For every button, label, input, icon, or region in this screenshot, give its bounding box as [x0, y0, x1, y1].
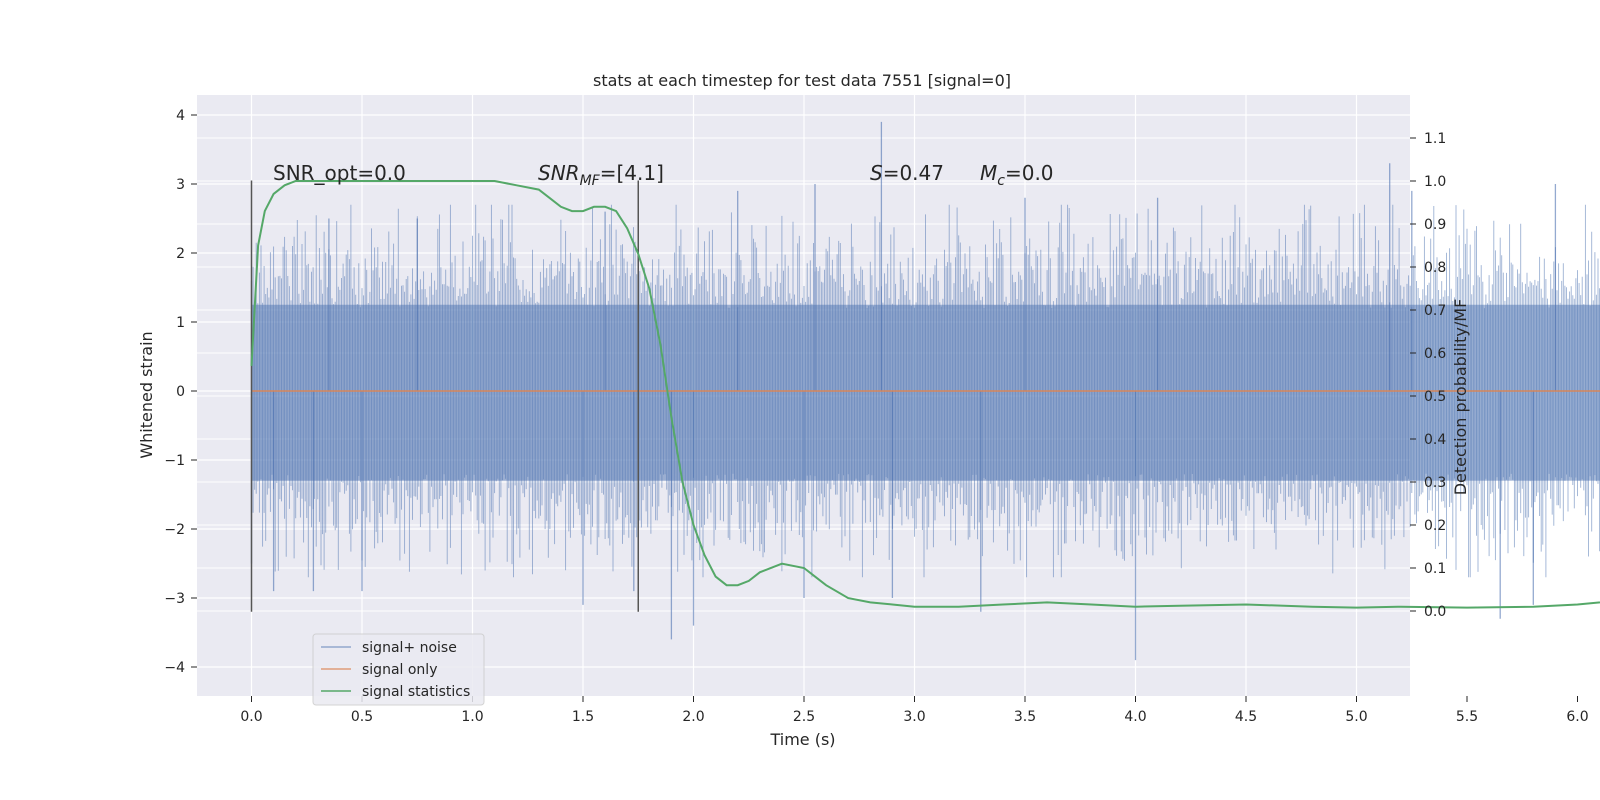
legend-box [312, 633, 485, 706]
series-signal-noise [250, 121, 1600, 661]
x-tick-label: 0.5 [351, 709, 373, 725]
y-tick-label: 4 [176, 108, 185, 124]
y-right-tick-label: 1.0 [1424, 174, 1446, 190]
annotation-snr-opt: SNR_opt=0.0 [273, 161, 406, 185]
y-tick-label: −4 [164, 660, 185, 676]
y-right-tick-label: 0.6 [1424, 346, 1446, 362]
y-tick-label: 2 [176, 246, 185, 262]
y-right-tick-label: 0.9 [1424, 217, 1446, 233]
x-tick-label: 2.5 [793, 709, 815, 725]
y-tick-label: −3 [164, 591, 185, 607]
y-right-tick-label: 0.0 [1424, 604, 1446, 620]
y-tick-label: −1 [164, 453, 185, 469]
annotation-mc: Mc=0.0 [980, 161, 1054, 189]
x-tick-label: 4.0 [1124, 709, 1146, 725]
annotation-s: S=0.47 [870, 161, 944, 185]
x-tick-label: 4.5 [1235, 709, 1257, 725]
x-tick-label: 5.0 [1345, 709, 1367, 725]
y-right-tick-label: 0.7 [1424, 303, 1446, 319]
x-axis-label: Time (s) [769, 730, 835, 749]
x-axis-ticks: 0.00.51.01.52.02.53.03.54.04.55.05.56.06… [240, 696, 1589, 725]
y-right-tick-label: 0.5 [1424, 389, 1446, 405]
y-tick-label: 0 [176, 384, 185, 400]
legend-label-statistics: signal statistics [362, 684, 470, 700]
x-tick-label: 3.5 [1014, 709, 1036, 725]
y-right-axis-ticks: 1.1 1.0 0.9 0.8 0.7 0.6 0.5 0.4 0.3 0.2 0.1 0.0 [1410, 131, 1446, 620]
legend: signal+ noise signal only signal statist… [312, 633, 485, 706]
y-right-tick-label: 0.3 [1424, 475, 1446, 491]
statistics-line [250, 180, 1600, 609]
y-right-tick-label: 0.2 [1424, 518, 1446, 534]
y-right-tick-label: 0.4 [1424, 432, 1446, 448]
y-axis-label: Whitened strain [137, 331, 156, 458]
y-tick-label: −2 [164, 522, 185, 538]
x-tick-label: 1.0 [461, 709, 483, 725]
y-right-tick-label: 0.1 [1424, 561, 1446, 577]
y-tick-label: 1 [176, 315, 185, 331]
chart-title: stats at each timestep for test data 755… [593, 71, 1011, 90]
legend-label-signal: signal only [362, 662, 437, 678]
y-right-tick-label: 1.1 [1424, 131, 1446, 147]
x-tick-label: 3.0 [903, 709, 925, 725]
y-right-tick-label: 0.8 [1424, 260, 1446, 276]
y-axis-ticks: 4 3 2 1 0 −1 −2 −3 −4 [164, 108, 197, 676]
x-tick-label: 1.5 [572, 709, 594, 725]
x-tick-label: 0.0 [240, 709, 262, 725]
x-tick-label: 6.0 [1566, 709, 1588, 725]
x-tick-label: 2.0 [682, 709, 704, 725]
series-signal-statistics [250, 180, 1600, 609]
x-tick-label: 5.5 [1456, 709, 1478, 725]
annotation-snr-mf: SNRMF=[4.1] [538, 161, 664, 189]
legend-label-noise: signal+ noise [362, 640, 457, 656]
y-right-axis-label: Detection probability/MF [1451, 299, 1470, 496]
y-tick-label: 3 [176, 177, 185, 193]
